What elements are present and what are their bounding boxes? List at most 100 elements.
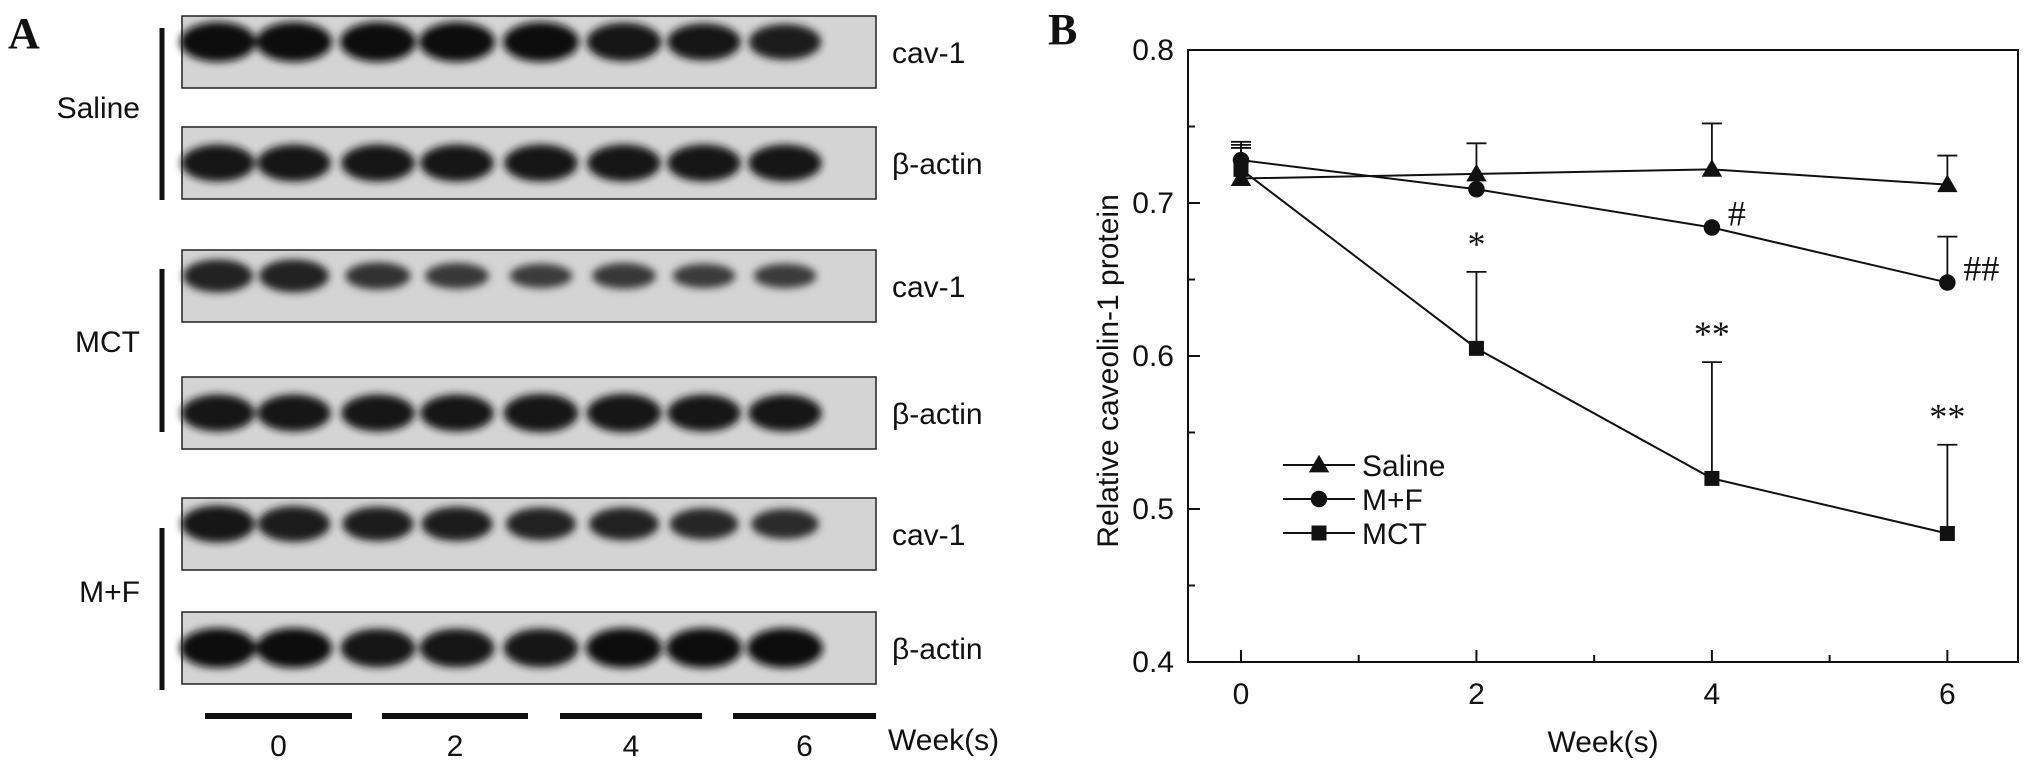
data-point — [1939, 525, 1955, 541]
series-mct — [1230, 147, 1958, 541]
blot-band — [748, 144, 822, 182]
blot-band — [181, 144, 255, 182]
blot-band — [586, 22, 662, 62]
legend-marker — [1311, 525, 1327, 541]
series-saline — [1230, 122, 1958, 193]
data-point — [1230, 168, 1252, 186]
blot-band — [506, 507, 576, 541]
week-axis: Week(s) 0 2 4 6 — [205, 713, 999, 763]
x-tick-label: 2 — [1468, 678, 1485, 711]
series-m-f — [1230, 140, 1958, 291]
blot-group-mct: MCT cav-1 β-actin — [75, 249, 983, 450]
actin-label: β-actin — [892, 398, 983, 431]
cav-label: cav-1 — [892, 271, 965, 304]
series-line — [1240, 168, 1948, 535]
data-point — [1468, 180, 1485, 198]
blot-band — [340, 628, 416, 668]
band-row — [181, 393, 822, 433]
significance-label: * — [1467, 224, 1485, 264]
legend-label: Saline — [1362, 450, 1445, 483]
band-row — [183, 259, 817, 293]
blot-layer: Saline cav-1 β-actin MCT cav-1 β-actin M+F cav-… — [57, 15, 983, 690]
blot-band — [503, 393, 579, 433]
data-point — [1233, 161, 1249, 177]
data-point — [1937, 174, 1958, 193]
y-axis-title: Relative caveolin-1 protein — [1092, 194, 1125, 548]
data-point — [1703, 219, 1721, 236]
blot-band — [342, 506, 414, 542]
panel-b-letter: B — [1048, 5, 1077, 54]
blot-band — [592, 262, 656, 289]
group-label: M+F — [79, 576, 140, 609]
blot-band — [425, 262, 489, 289]
blot-band — [256, 21, 332, 62]
significance-label: ** — [1694, 314, 1730, 354]
blot-band — [181, 505, 255, 543]
week-axis-label: Week(s) — [888, 724, 999, 757]
cav-blot-strip: cav-1 — [180, 15, 965, 89]
legend-marker — [1308, 454, 1330, 473]
panel-a-letter: A — [8, 9, 40, 58]
data-point — [1939, 274, 1956, 291]
actin-label: β-actin — [892, 633, 983, 666]
legend-item: Saline — [1283, 450, 1445, 483]
cav-blot-strip: cav-1 — [181, 497, 965, 571]
blot-band — [751, 508, 819, 540]
blot-band — [666, 628, 742, 668]
legend-label: MCT — [1362, 518, 1427, 551]
y-tick-label: 0.6 — [1132, 340, 1174, 373]
y-tick-label: 0.7 — [1132, 187, 1174, 220]
week-label: 2 — [447, 730, 464, 763]
group-label: Saline — [57, 92, 140, 125]
data-point — [1701, 159, 1723, 177]
blot-band — [180, 21, 256, 62]
blot-group-saline: Saline cav-1 β-actin — [57, 15, 983, 200]
western-blot-panel: A Saline cav-1 β-actin MCT cav-1 β-actin M+F ca… — [8, 9, 999, 763]
blot-band — [669, 508, 739, 540]
significance-label: ** — [1929, 397, 1965, 437]
line-chart-panel: B Relative caveolin-1 protein Week(s) 0.… — [1048, 5, 2019, 759]
legend-item: M+F — [1283, 484, 1423, 517]
series-line — [1240, 159, 1948, 284]
legend-label: M+F — [1362, 484, 1423, 517]
blot-band — [345, 262, 411, 290]
blot-band — [257, 394, 331, 432]
x-tick-label: 4 — [1704, 678, 1721, 711]
significance-label: ## — [1963, 249, 1999, 289]
y-tick-label: 0.5 — [1132, 493, 1174, 526]
blot-band — [587, 144, 661, 182]
y-axis: 0.4 0.5 0.6 0.7 0.8 — [1132, 34, 1200, 679]
blot-band — [420, 144, 494, 182]
band-row — [181, 505, 819, 543]
blot-band — [503, 628, 579, 668]
blot-band — [341, 144, 415, 182]
x-tick-label: 0 — [1233, 678, 1250, 711]
band-row — [180, 21, 822, 62]
x-axis: 0 2 4 6 — [1233, 650, 1956, 711]
band-row — [180, 628, 823, 668]
blot-band — [419, 628, 495, 668]
blot-band — [259, 259, 329, 293]
blot-band — [180, 628, 256, 668]
legend-item: MCT — [1283, 518, 1427, 551]
blot-band — [420, 394, 494, 432]
data-point — [1704, 470, 1720, 486]
blot-band — [256, 628, 332, 668]
blot-band — [504, 144, 578, 182]
blot-band — [257, 144, 331, 182]
blot-band — [667, 23, 741, 61]
blot-band — [672, 263, 736, 289]
blot-band — [509, 263, 573, 289]
series-line — [1240, 168, 1948, 186]
actin-blot-strip: β-actin — [180, 611, 983, 685]
blot-band — [503, 21, 579, 62]
blot-band — [747, 628, 823, 668]
blot-band — [748, 24, 822, 60]
blot-band — [586, 393, 662, 433]
data-point — [1466, 163, 1487, 182]
band-row — [181, 144, 822, 182]
legend-marker — [1310, 490, 1328, 508]
